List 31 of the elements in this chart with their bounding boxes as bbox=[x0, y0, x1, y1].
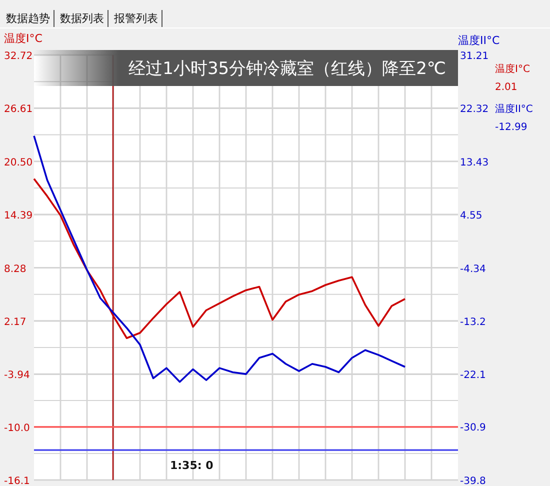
y2-tick-label: -39.8 bbox=[460, 476, 486, 486]
y2-tick-label: 22.32 bbox=[460, 104, 489, 116]
y2-tick-label: -13.2 bbox=[460, 316, 486, 328]
y-tick-label: -16.1 bbox=[4, 476, 30, 486]
y2-tick-label: -4.34 bbox=[460, 264, 486, 275]
line-series bbox=[33, 178, 406, 339]
y-tick-label: 32.72 bbox=[4, 51, 33, 62]
y-tick-label: 14.39 bbox=[4, 210, 33, 222]
y-tick-label: -3.94 bbox=[4, 370, 30, 382]
text: 报警列表 bbox=[113, 12, 158, 25]
y-tick-label: 20.50 bbox=[4, 157, 33, 168]
text: -12.99 bbox=[495, 122, 528, 133]
y-tick-label: 26.61 bbox=[4, 104, 33, 116]
y-axis-title: 温度I°C bbox=[4, 32, 43, 45]
chart-title: 经过1小时35分钟冷藏室（红线）降至2℃ bbox=[128, 59, 446, 79]
y2-tick-label: -30.9 bbox=[460, 422, 486, 434]
y2-tick-label: 4.55 bbox=[460, 210, 482, 222]
y-tick-label: -10.0 bbox=[4, 422, 30, 434]
text: 2.01 bbox=[495, 82, 518, 93]
text: 数据趋势 bbox=[6, 12, 50, 25]
text: 温度I°C bbox=[495, 63, 530, 75]
y2-tick-label: -22.1 bbox=[460, 370, 486, 382]
y-tick-label: 2.17 bbox=[4, 316, 26, 328]
line-series bbox=[33, 134, 406, 383]
y-tick-label: 8.28 bbox=[4, 264, 26, 275]
y2-tick-label: 31.21 bbox=[460, 51, 489, 62]
text: 温度II°C bbox=[495, 103, 533, 115]
text: 数据列表 bbox=[60, 12, 104, 25]
y2-tick-label: 13.43 bbox=[460, 157, 489, 168]
y2-axis-title: 温度II°C bbox=[458, 34, 500, 47]
annotation: 1:35: 0 bbox=[170, 459, 214, 472]
